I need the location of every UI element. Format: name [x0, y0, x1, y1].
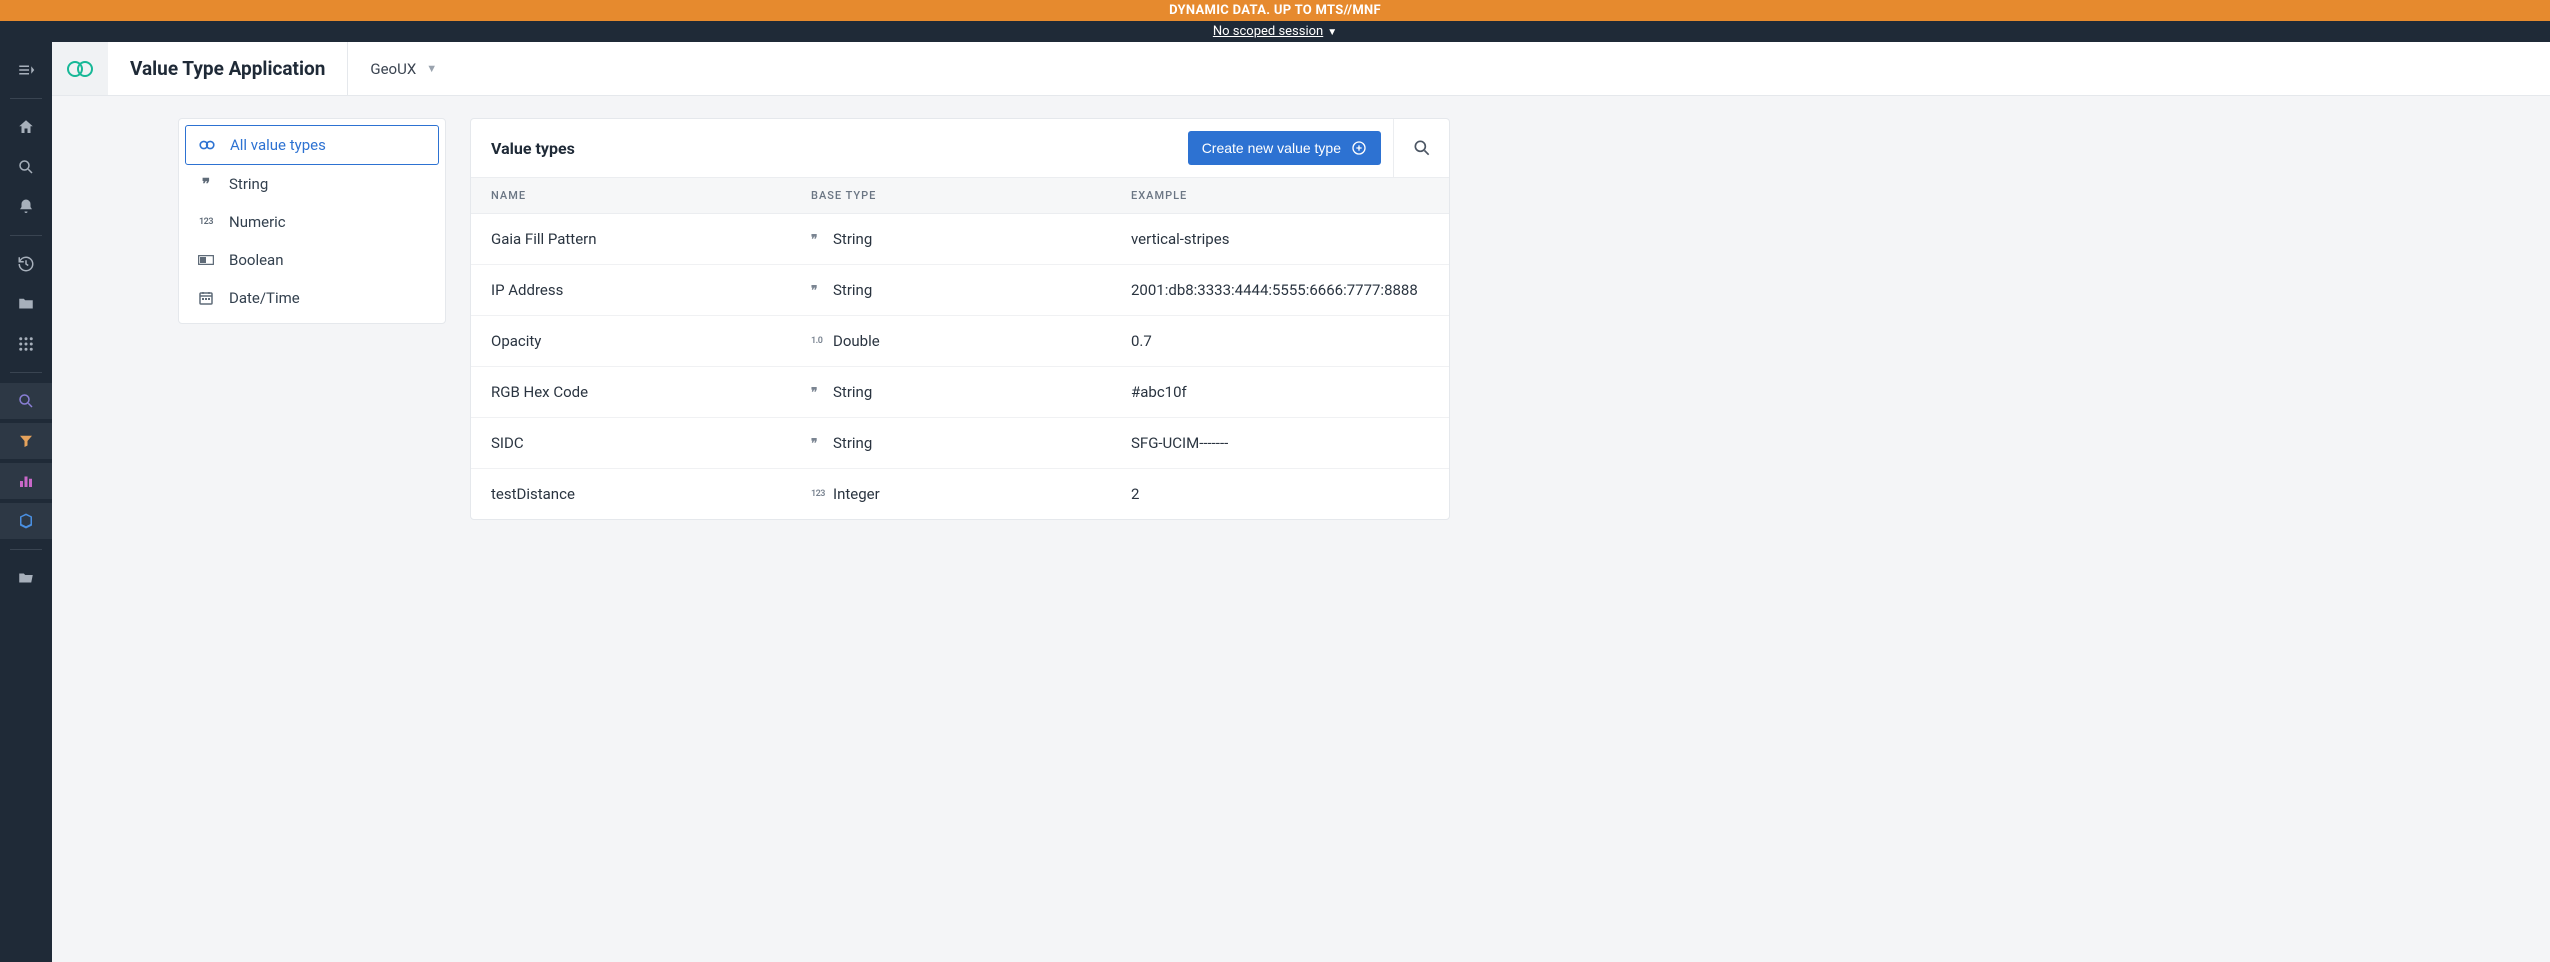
app-logo[interactable]	[52, 42, 108, 95]
project-name: GeoUX	[370, 60, 416, 78]
rail-separator	[10, 372, 42, 373]
cell-base-type: 123Integer	[791, 469, 1111, 519]
filter-label: Numeric	[229, 213, 286, 231]
rail-history-icon[interactable]	[0, 246, 52, 282]
col-header-example: EXAMPLE	[1111, 178, 1449, 213]
table-row[interactable]: RGB Hex Code❞String#abc10f	[471, 367, 1449, 418]
cell-base-type: ❞String	[791, 418, 1111, 468]
table-row[interactable]: Gaia Fill Pattern❞Stringvertical-stripes	[471, 214, 1449, 265]
quote-icon: ❞	[197, 175, 215, 193]
rail-app-search-icon[interactable]	[0, 383, 52, 419]
rail-apps-icon[interactable]	[0, 326, 52, 362]
cell-name: IP Address	[471, 265, 791, 315]
col-header-base: BASE TYPE	[791, 178, 1111, 213]
cell-base-type: ❞String	[791, 367, 1111, 417]
classification-text: DYNAMIC DATA. UP TO MTS//MNF	[1169, 3, 1381, 18]
numeric-icon: 123	[197, 217, 215, 227]
cell-example: 2	[1111, 469, 1449, 519]
cell-name: Opacity	[471, 316, 791, 366]
value-types-panel: Value types Create new value type NAME B…	[470, 118, 1450, 520]
boolean-icon	[197, 255, 215, 265]
filter-datetime[interactable]: Date/Time	[185, 279, 439, 317]
cell-example: vertical-stripes	[1111, 214, 1449, 264]
rail-separator	[10, 98, 42, 99]
table-row[interactable]: SIDC❞StringSFG-UCIM-------	[471, 418, 1449, 469]
panel-header: Value types Create new value type	[471, 119, 1449, 178]
rail-folder-icon[interactable]	[0, 286, 52, 322]
filter-label: Date/Time	[229, 289, 300, 307]
filter-all-value-types[interactable]: All value types	[185, 125, 439, 165]
session-banner[interactable]: No scoped session ▼	[0, 21, 2550, 42]
left-rail	[0, 42, 52, 962]
filter-numeric[interactable]: 123 Numeric	[185, 203, 439, 241]
table-body: Gaia Fill Pattern❞Stringvertical-stripes…	[471, 214, 1449, 519]
cell-base-type: 1.0Double	[791, 316, 1111, 366]
filter-boolean[interactable]: Boolean	[185, 241, 439, 279]
panel-search-button[interactable]	[1393, 119, 1449, 177]
rail-app-filter-icon[interactable]	[0, 423, 52, 459]
rail-folder-open-icon[interactable]	[0, 560, 52, 596]
cell-example: SFG-UCIM-------	[1111, 418, 1449, 468]
table-row[interactable]: IP Address❞String2001:db8:3333:4444:5555…	[471, 265, 1449, 316]
calendar-icon	[197, 291, 215, 305]
table-columns-header: NAME BASE TYPE EXAMPLE	[471, 178, 1449, 214]
search-icon	[1412, 138, 1432, 158]
rail-app-cube-icon[interactable]	[0, 503, 52, 539]
main-area: Value Type Application GeoUX ▼ All value…	[52, 42, 2550, 962]
rail-separator	[10, 235, 42, 236]
col-header-name: NAME	[471, 178, 791, 213]
logo-circles-icon	[67, 61, 93, 77]
content-area: All value types ❞ String 123 Numeric Boo…	[52, 96, 2550, 962]
panel-title: Value types	[491, 139, 1188, 158]
filter-label: String	[229, 175, 268, 193]
session-text[interactable]: No scoped session	[1213, 24, 1323, 39]
filter-label: Boolean	[229, 251, 284, 269]
cell-name: RGB Hex Code	[471, 367, 791, 417]
all-types-icon	[198, 140, 216, 150]
cell-example: #abc10f	[1111, 367, 1449, 417]
filter-string[interactable]: ❞ String	[185, 165, 439, 203]
filter-panel: All value types ❞ String 123 Numeric Boo…	[178, 118, 446, 324]
table-row[interactable]: testDistance123Integer2	[471, 469, 1449, 519]
create-value-type-button[interactable]: Create new value type	[1188, 131, 1381, 165]
cell-name: testDistance	[471, 469, 791, 519]
rail-home-icon[interactable]	[0, 109, 52, 145]
cell-name: SIDC	[471, 418, 791, 468]
chevron-down-icon: ▼	[426, 62, 437, 75]
cell-name: Gaia Fill Pattern	[471, 214, 791, 264]
session-caret-icon: ▼	[1327, 27, 1337, 38]
classification-banner: DYNAMIC DATA. UP TO MTS//MNF	[0, 0, 2550, 21]
cell-base-type: ❞String	[791, 214, 1111, 264]
rail-bell-icon[interactable]	[0, 189, 52, 225]
table-row[interactable]: Opacity1.0Double0.7	[471, 316, 1449, 367]
rail-collapse-icon[interactable]	[0, 52, 52, 88]
plus-circle-icon	[1351, 140, 1367, 156]
project-dropdown[interactable]: GeoUX ▼	[348, 42, 459, 95]
create-button-label: Create new value type	[1202, 140, 1341, 156]
filter-label: All value types	[230, 136, 326, 154]
rail-separator	[10, 549, 42, 550]
cell-example: 2001:db8:3333:4444:5555:6666:7777:8888	[1111, 265, 1449, 315]
rail-search-icon[interactable]	[0, 149, 52, 185]
topbar: Value Type Application GeoUX ▼	[52, 42, 2550, 96]
rail-app-chart-icon[interactable]	[0, 463, 52, 499]
cell-example: 0.7	[1111, 316, 1449, 366]
cell-base-type: ❞String	[791, 265, 1111, 315]
page-title: Value Type Application	[108, 42, 348, 95]
